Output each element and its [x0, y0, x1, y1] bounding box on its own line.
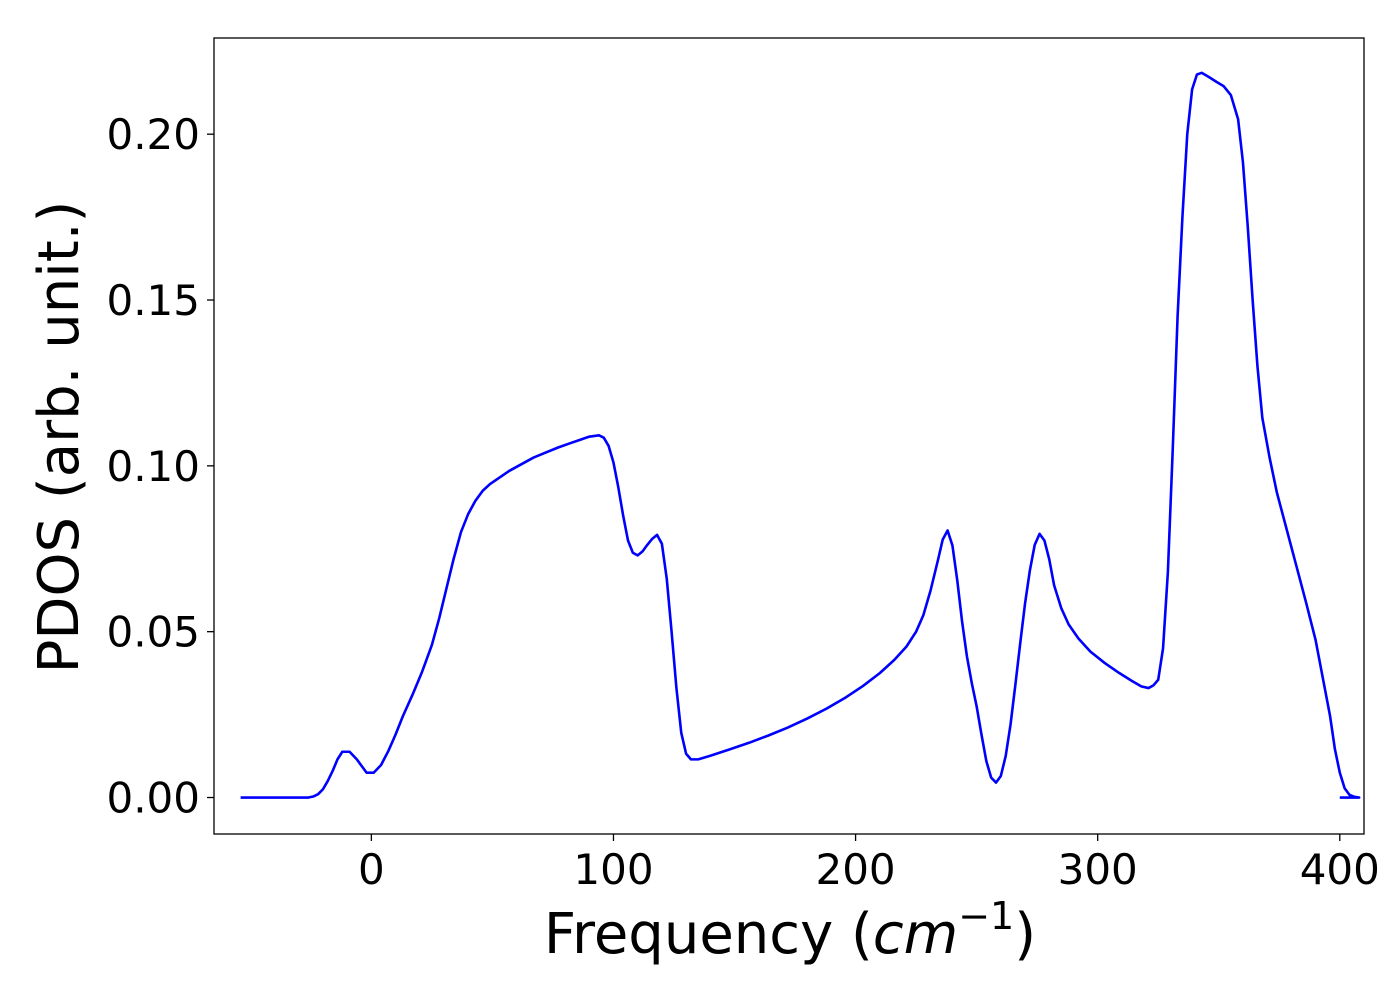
x-axis-title-exponent: −1 [958, 894, 1014, 938]
y-axis-ticks: 0.00 0.05 0.10 0.15 0.20 [106, 110, 214, 823]
y-tick-label: 0.20 [106, 110, 200, 159]
y-tick-label: 0.00 [106, 774, 200, 823]
x-tick-label: 400 [1300, 845, 1380, 894]
y-axis-title: PDOS (arb. unit.) [27, 201, 92, 674]
x-tick-label: 100 [573, 845, 653, 894]
x-tick-label: 0 [358, 845, 385, 894]
y-tick-label: 0.10 [106, 442, 200, 491]
x-axis-title-main: Frequency ( [544, 902, 873, 967]
y-tick-label: 0.05 [106, 608, 200, 657]
x-axis-title: Frequency (cm−1) [544, 894, 1036, 967]
x-tick-label: 200 [815, 845, 895, 894]
plot-frame [213, 37, 1365, 835]
x-tick-label: 300 [1058, 845, 1138, 894]
series-line-0 [240, 71, 1361, 799]
plot-area [213, 37, 1365, 835]
x-axis-title-close: ) [1014, 902, 1036, 967]
x-axis-ticks: 0 100 200 300 400 [358, 834, 1380, 894]
y-tick-label: 0.15 [106, 276, 200, 325]
x-axis-title-unit: cm [873, 902, 958, 967]
